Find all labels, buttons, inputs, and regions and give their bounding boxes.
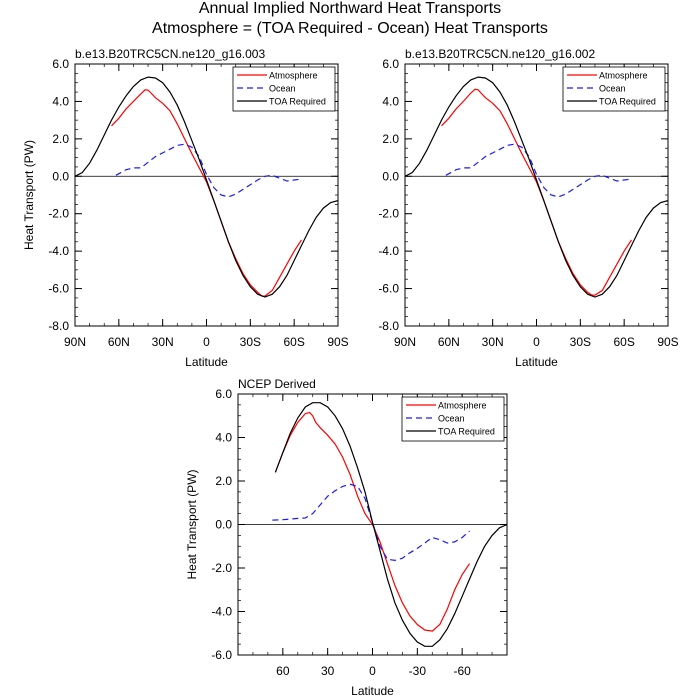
chart-panel-1: b.e13.B20TRC5CN.ne120_g16.003 6.0 4.0 2.0 0.…	[22, 47, 349, 369]
panel-title: NCEP Derived	[238, 377, 316, 391]
series-line-atmosphere	[441, 88, 633, 296]
x-tick-label: 60N	[108, 335, 130, 349]
y-tick-label: 0.0	[52, 169, 69, 183]
y-tick-label: 4.0	[52, 94, 69, 108]
x-tick-label: 30S	[240, 335, 261, 349]
x-tick-label: 90S	[657, 335, 678, 349]
series-line-ocean	[272, 483, 470, 562]
legend: Atmosphere Ocean TOA Required	[401, 396, 505, 442]
x-tick-label: 30	[321, 664, 335, 678]
x-tick-label: 0	[369, 664, 376, 678]
plot-frame	[74, 63, 339, 327]
legend-label: Atmosphere	[438, 401, 487, 411]
x-tick-label: 0	[533, 335, 540, 349]
series-line-toa-required	[274, 402, 507, 647]
panel-title: b.e13.B20TRC5CN.ne120_g16.003	[75, 47, 265, 61]
y-tick-label: 6.0	[382, 57, 399, 71]
x-tick-label: 30N	[152, 335, 174, 349]
series-line-atmosphere	[111, 89, 303, 297]
y-tick-label: -6.0	[378, 282, 399, 296]
x-tick-label: 30N	[482, 335, 504, 349]
figure-subtitle: Atmosphere = (TOA Required - Ocean) Heat…	[152, 20, 548, 37]
legend-box	[562, 66, 666, 112]
legend-label: Ocean	[438, 414, 465, 424]
y-tick-label: 6.0	[52, 57, 69, 71]
y-axis-label: Heat Transport (PW)	[22, 140, 36, 250]
y-tick-label: 2.0	[215, 474, 232, 488]
x-tick-label: 90N	[64, 335, 86, 349]
x-tick-label: -30	[409, 664, 427, 678]
y-tick-label: 2.0	[52, 132, 69, 146]
legend-label: TOA Required	[438, 427, 495, 437]
y-tick-label: -8.0	[48, 319, 69, 333]
y-tick-label: -2.0	[48, 207, 69, 221]
series-line-toa-required	[75, 76, 338, 298]
legend-label: Atmosphere	[599, 71, 648, 81]
chart-panel-2: b.e13.B20TRC5CN.ne120_g16.002 6.0 4.0 2.0 0.…	[378, 47, 678, 369]
legend-label: Atmosphere	[269, 71, 318, 81]
y-tick-label: -4.0	[211, 605, 232, 619]
legend-label: Ocean	[599, 84, 626, 94]
chart-panel-3: NCEP Derived 6.0 4.0 2.0 0.0 -2.0 -4.0 -6.0 60 30…	[185, 377, 508, 698]
series-line-toa-required	[405, 76, 668, 298]
y-tick-label: -6.0	[48, 282, 69, 296]
y-tick-label: -2.0	[211, 561, 232, 575]
y-tick-label: -4.0	[48, 244, 69, 258]
y-tick-label: -2.0	[378, 207, 399, 221]
x-tick-label: -60	[453, 664, 471, 678]
legend-label: TOA Required	[599, 97, 656, 107]
y-tick-label: 2.0	[382, 132, 399, 146]
y-tick-label: -4.0	[378, 244, 399, 258]
y-axis-label: Heat Transport (PW)	[185, 469, 199, 579]
x-tick-label: 60	[276, 664, 290, 678]
legend: Atmosphere Ocean TOA Required	[232, 66, 336, 112]
series-line-ocean	[445, 143, 632, 198]
x-axis-label: Latitude	[515, 355, 558, 369]
x-tick-label: 90S	[327, 335, 348, 349]
y-tick-label: 0.0	[382, 169, 399, 183]
x-tick-label: 60S	[283, 335, 304, 349]
x-tick-label: 60N	[438, 335, 460, 349]
x-tick-label: 60S	[613, 335, 634, 349]
y-tick-label: 6.0	[215, 387, 232, 401]
legend-box	[401, 396, 505, 442]
plot-frame	[237, 393, 508, 656]
legend: Atmosphere Ocean TOA Required	[562, 66, 666, 112]
legend-label: TOA Required	[269, 97, 326, 107]
x-tick-label: 90N	[394, 335, 416, 349]
y-tick-label: 0.0	[215, 518, 232, 532]
series-line-atmosphere	[274, 411, 471, 632]
x-axis-label: Latitude	[351, 684, 394, 698]
x-axis-label: Latitude	[185, 355, 228, 369]
y-tick-label: -8.0	[378, 319, 399, 333]
plot-frame	[404, 63, 669, 327]
panel-title: b.e13.B20TRC5CN.ne120_g16.002	[405, 47, 595, 61]
y-tick-label: -6.0	[211, 648, 232, 662]
figure-title: Annual Implied Northward Heat Transports	[198, 0, 502, 17]
legend-box	[232, 66, 336, 112]
x-tick-label: 30S	[570, 335, 591, 349]
y-tick-label: 4.0	[215, 431, 232, 445]
y-tick-label: 4.0	[382, 94, 399, 108]
x-tick-label: 0	[203, 335, 210, 349]
series-line-ocean	[115, 143, 302, 198]
legend-label: Ocean	[269, 84, 296, 94]
